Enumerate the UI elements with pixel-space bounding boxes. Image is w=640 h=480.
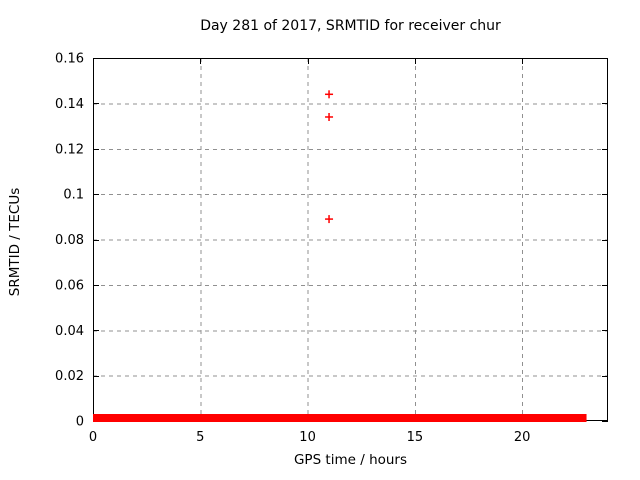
x-tick-label: 0	[89, 430, 97, 445]
y-axis-label-text: SRMTID / TECUs	[7, 187, 23, 297]
y-tick-label: 0.14	[55, 97, 84, 112]
y-tick-label: 0.08	[55, 233, 84, 248]
x-tick-label: 5	[196, 430, 204, 445]
chart-title: Day 281 of 2017, SRMTID for receiver chu…	[200, 18, 501, 34]
y-tick-label: 0.04	[55, 324, 84, 339]
y-tick-label: 0.12	[55, 142, 84, 157]
zero-value-point-band	[93, 414, 587, 422]
x-tick-label: 20	[514, 430, 531, 445]
y-tick-label: 0.1	[63, 188, 84, 203]
y-tick-label: 0.06	[55, 278, 84, 293]
y-tick-label: 0.02	[55, 369, 84, 384]
x-tick-label: 10	[299, 430, 316, 445]
y-tick-label: 0.16	[55, 52, 84, 67]
y-tick-label: 0	[76, 415, 84, 430]
x-axis-label: GPS time / hours	[293, 452, 408, 468]
x-tick-label: 15	[407, 430, 424, 445]
